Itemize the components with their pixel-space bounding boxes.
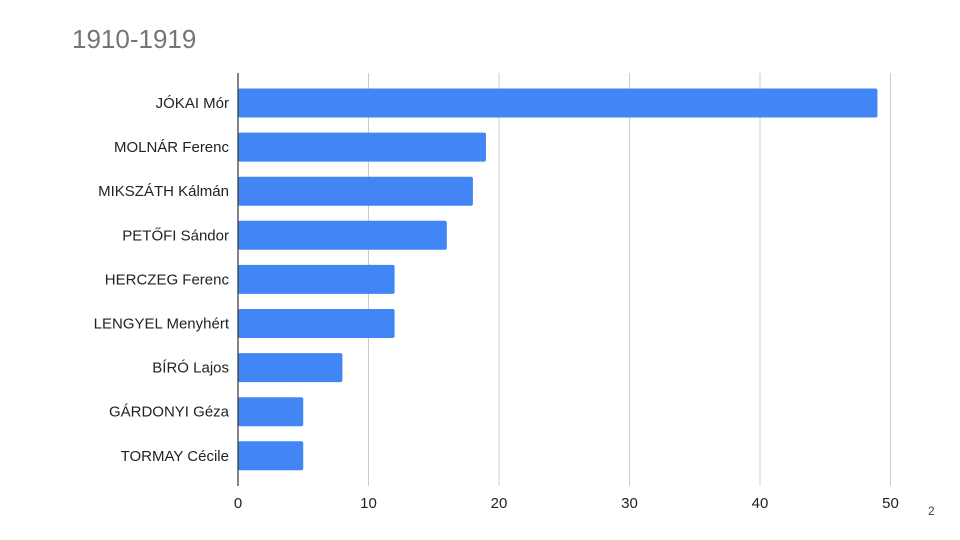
bar <box>238 132 486 162</box>
category-labels: JÓKAI Mór MOLNÁR Ferenc MIKSZÁTH Kálmán PET… <box>94 95 230 465</box>
page-number: 2 <box>928 504 935 518</box>
bar <box>238 441 304 471</box>
x-tick-label: 50 <box>882 495 899 512</box>
x-tick-label: 40 <box>752 495 769 512</box>
category-label: LENGYEL Menyhért <box>94 316 230 333</box>
x-tick-labels: 0 10 20 30 40 50 <box>234 495 899 512</box>
bars <box>238 88 878 471</box>
bar <box>238 309 395 338</box>
category-label: BÍRÓ Lajos <box>152 360 229 377</box>
category-label: MIKSZÁTH Kálmán <box>98 183 229 200</box>
bar <box>238 397 304 427</box>
bar <box>238 264 395 294</box>
category-label: JÓKAI Mór <box>156 95 229 112</box>
chart-title: 1910-1919 <box>72 24 197 54</box>
x-tick-label: 20 <box>491 495 508 512</box>
category-label: GÁRDONYI Géza <box>109 404 230 421</box>
bar <box>238 176 473 206</box>
bar <box>238 353 343 383</box>
category-label: TORMAY Cécile <box>121 448 229 465</box>
bar <box>238 220 447 250</box>
x-tick-label: 10 <box>360 495 377 512</box>
category-label: HERCZEG Ferenc <box>105 271 230 288</box>
x-tick-label: 30 <box>621 495 638 512</box>
category-label: MOLNÁR Ferenc <box>114 139 230 156</box>
x-tick-label: 0 <box>234 495 242 512</box>
category-label: PETŐFI Sándor <box>122 227 229 244</box>
bar <box>238 88 878 118</box>
